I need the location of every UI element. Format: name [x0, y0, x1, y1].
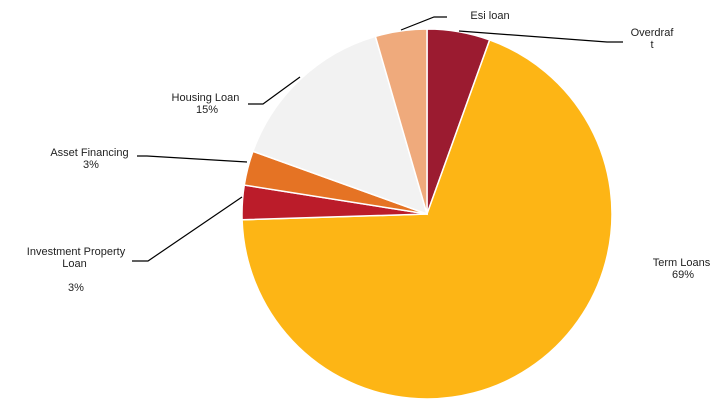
- slice-label-line: t: [650, 39, 653, 51]
- slice-label-overdraft: Overdraf t: [631, 27, 675, 51]
- pie-slice-housing-loan: [251, 35, 429, 216]
- slice-label-esi-loan: Esi loan: [470, 10, 509, 22]
- leader-line-overdraft: [458, 30, 623, 43]
- slice-label-housing-loan: Housing Loan 15%: [172, 92, 243, 116]
- pie-slice-term-loans: [241, 38, 613, 400]
- pie-slices: [241, 28, 613, 400]
- slice-label-asset-financing: Asset Financing 3%: [50, 147, 131, 171]
- slice-labels: Overdraf t Term Loans 69% Investment Prop…: [27, 10, 714, 294]
- slice-label-term-loans: Term Loans 69%: [653, 257, 714, 281]
- slice-label-investment-property-loan: Investment Property Loan 3%: [27, 246, 126, 294]
- pie-slice-esi-loan: [374, 28, 428, 215]
- leader-line-investment-property-loan: [132, 196, 243, 262]
- slice-label-line: Loan: [62, 258, 86, 270]
- leader-line-housing-loan: [248, 76, 301, 105]
- leader-line-asset-financing: [137, 155, 248, 163]
- leader-line-esi-loan: [400, 16, 447, 31]
- leader-lines: [132, 16, 623, 262]
